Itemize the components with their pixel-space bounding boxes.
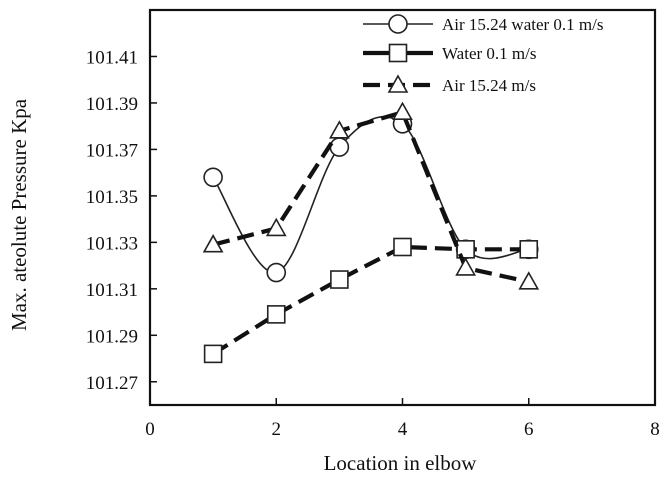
- x-tick-label: 2: [272, 419, 282, 440]
- y-tick-label: 101.39: [86, 94, 138, 115]
- series-air-15-24-m-s-point-2: [329, 120, 350, 139]
- series-water-0-1-m-s-point-3: [393, 237, 412, 257]
- series-water-0-1-m-s-point-0: [203, 344, 223, 364]
- series-air-15-24-m-s-point-3: [392, 101, 413, 121]
- x-tick-label: 0: [145, 419, 155, 440]
- series-air-15-24-m-s-point-1: [265, 217, 287, 237]
- y-tick-label: 101.37: [86, 140, 138, 161]
- legend: Air 15.24 water 0.1 m/s Water 0.1 m/s Air …: [363, 14, 603, 95]
- y-tick-label: 101.31: [86, 280, 138, 301]
- legend-marker-0: [388, 14, 408, 34]
- series-air-15-24-m-s-point-5: [518, 271, 540, 290]
- legend-label-0: Air 15.24 water 0.1 m/s: [442, 15, 603, 34]
- legend-marker-2: [387, 74, 409, 93]
- y-tick-label: 101.35: [86, 187, 138, 208]
- x-axis: 0 2 4 6 8: [145, 398, 660, 440]
- y-tick-label: 101.41: [86, 47, 138, 68]
- x-axis-title: Location in elbow: [324, 451, 478, 475]
- y-axis: 101.27 101.29 101.31 101.33 101.35 101.37 101.…: [86, 47, 157, 394]
- series-water-0-1-m-s-line: [212, 244, 529, 356]
- series-air-15-24-m-s-point-4: [455, 257, 476, 276]
- series-air-15-24-m-s-line: [212, 109, 530, 284]
- series-air-15-24-water-0-1-m-s: [203, 114, 539, 283]
- series-water-0-1-m-s: [203, 237, 539, 364]
- series-water-0-1-m-s-point-2: [330, 270, 349, 289]
- legend-marker-1: [388, 43, 408, 63]
- y-axis-title: Max. ateolute Pressure Kpa: [7, 98, 31, 331]
- series-air-15-24-water-0-1-m-s-point-1: [266, 262, 287, 283]
- x-tick-label: 4: [398, 419, 408, 440]
- series-air-15-24-water-0-1-m-s-line: [212, 115, 529, 274]
- series-water-0-1-m-s-point-1: [266, 305, 286, 324]
- y-tick-label: 101.33: [86, 233, 138, 254]
- legend-label-1: Water 0.1 m/s: [442, 44, 536, 63]
- x-tick-label: 8: [650, 419, 660, 440]
- series-layer: [202, 101, 540, 364]
- y-tick-label: 101.29: [86, 326, 138, 347]
- legend-label-2: Air 15.24 m/s: [442, 76, 536, 95]
- series-air-15-24-water-0-1-m-s-point-2: [329, 137, 350, 157]
- x-tick-label: 6: [524, 419, 534, 440]
- series-air-15-24-m-s-point-0: [202, 234, 224, 253]
- y-tick-label: 101.27: [86, 373, 138, 394]
- series-air-15-24-m-s: [202, 101, 540, 290]
- series-water-0-1-m-s-point-5: [519, 240, 539, 259]
- series-air-15-24-water-0-1-m-s-point-0: [203, 167, 223, 188]
